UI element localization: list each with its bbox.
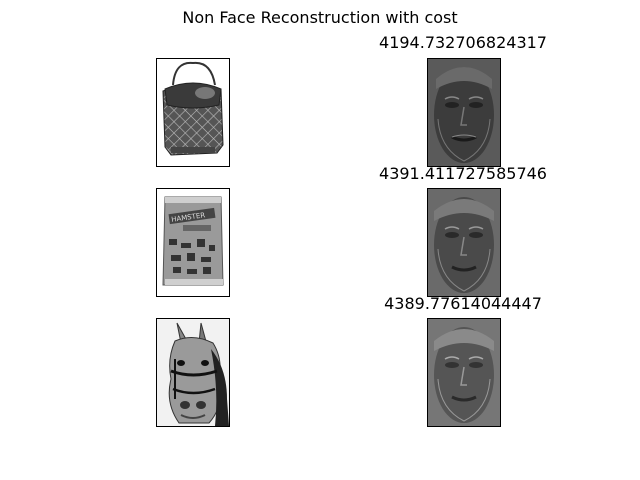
reconstruction-image-1 — [427, 58, 501, 167]
handbag-image — [157, 59, 229, 166]
snack-bag-image: HAMSTER — [157, 189, 229, 296]
figure-title: Non Face Reconstruction with cost — [182, 8, 458, 27]
horse-image — [157, 319, 229, 426]
face-reconstruction-image — [428, 189, 500, 296]
reconstruction-image-2 — [427, 188, 501, 297]
cost-label-3: 4389.77614044447 — [384, 294, 542, 313]
face-reconstruction-image — [428, 59, 500, 166]
original-image-1 — [156, 58, 230, 167]
cost-label-2: 4391.411727585746 — [379, 164, 547, 183]
face-reconstruction-image — [428, 319, 500, 426]
original-image-3 — [156, 318, 230, 427]
original-image-2: HAMSTER — [156, 188, 230, 297]
reconstruction-image-3 — [427, 318, 501, 427]
cost-label-1: 4194.732706824317 — [379, 33, 547, 52]
